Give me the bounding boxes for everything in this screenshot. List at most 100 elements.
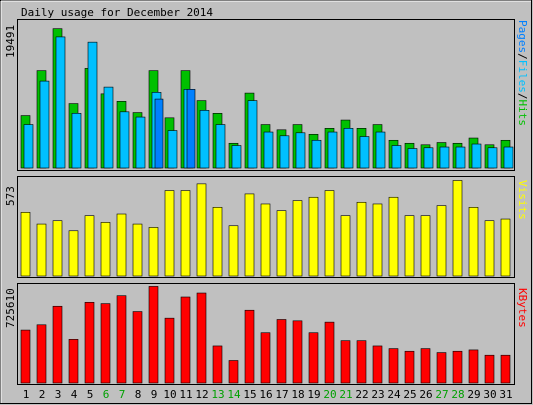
files-bar (199, 110, 210, 169)
kbytes-bar (52, 305, 63, 384)
kbytes-bar (180, 296, 191, 384)
kbytes-bar (228, 360, 239, 384)
visits-bar (308, 196, 319, 277)
kbytes-bar (340, 340, 351, 384)
kbytes-bar (260, 332, 271, 384)
kbytes-bar (36, 324, 47, 384)
kbytes-bars (20, 286, 511, 384)
day-label: 1 (23, 388, 30, 401)
visits-bar (468, 207, 479, 277)
day-label: 15 (243, 388, 256, 401)
kbytes-bar (68, 339, 79, 384)
hits-ymax-label: 19491 (4, 25, 17, 58)
files-bar (39, 80, 50, 169)
day-label: 12 (195, 388, 208, 401)
visits-bar (436, 205, 447, 277)
day-label: 28 (451, 388, 464, 401)
kbytes-bar (404, 350, 415, 384)
files-legend-label: Files (516, 60, 529, 93)
kbytes-bar (276, 319, 287, 384)
day-axis-labels: 1 2 3 4 5 6 7 8 9 10 11 12 13 14 15 16 17 18 19 20 21 22 23 24 2… (23, 388, 513, 401)
visits-bar (452, 180, 463, 277)
files-bar (215, 124, 226, 169)
files-bar (487, 147, 498, 169)
pages-bar (154, 98, 164, 169)
kbytes-bar (356, 340, 367, 384)
files-bar (359, 136, 370, 169)
hits-legend-label: Hits (516, 100, 529, 127)
kbytes-bar (308, 332, 319, 384)
visits-bar (36, 223, 47, 277)
visits-bar (404, 215, 415, 277)
day-label: 31 (499, 388, 512, 401)
visits-bar (260, 203, 271, 277)
kbytes-bar (436, 352, 447, 384)
files-bar (423, 147, 434, 169)
files-bar (503, 146, 514, 169)
kbytes-bar (148, 286, 159, 384)
visits-bar (148, 227, 159, 277)
visits-bar (276, 210, 287, 277)
visits-bar (68, 230, 79, 277)
visits-bar (20, 212, 31, 277)
files-bar (23, 124, 34, 169)
day-label: 18 (291, 388, 304, 401)
hits-series-label: Pages/Files/Hits (516, 20, 529, 126)
day-label: 4 (71, 388, 78, 401)
kbytes-bar (20, 329, 31, 384)
files-bar (295, 132, 306, 169)
day-label: 25 (403, 388, 416, 401)
visits-ymax-label: 573 (4, 186, 17, 206)
day-label: 11 (179, 388, 192, 401)
kbytes-bar (244, 309, 255, 384)
legend-separator: / (516, 93, 529, 100)
day-label: 26 (419, 388, 432, 401)
files-bar (87, 41, 98, 169)
kbytes-bar (452, 350, 463, 384)
kbytes-bar (84, 301, 95, 384)
day-label: 2 (39, 388, 46, 401)
day-label: 24 (387, 388, 401, 401)
day-label: 20 (323, 388, 336, 401)
visits-series-label: Visits (516, 180, 529, 220)
visits-bar (212, 207, 223, 277)
day-label: 22 (355, 388, 368, 401)
files-bar (263, 131, 274, 169)
pages-legend-label: Pages (516, 20, 529, 53)
visits-bar (100, 222, 111, 277)
visits-bar (116, 213, 127, 277)
files-bar (103, 86, 114, 169)
kbytes-bar (324, 321, 335, 384)
day-label: 13 (211, 388, 224, 401)
files-bar (327, 131, 338, 169)
day-label: 8 (135, 388, 142, 401)
kbytes-series-label: KBytes (516, 288, 529, 328)
day-label: 9 (151, 388, 158, 401)
visits-bar (244, 193, 255, 277)
kbytes-bar (164, 317, 175, 384)
files-bar (231, 145, 242, 169)
files-bar (135, 116, 146, 169)
kbytes-bar (132, 311, 143, 384)
kbytes-bar (372, 345, 383, 384)
files-bar (455, 146, 466, 169)
kbytes-bar (388, 348, 399, 384)
files-bar (311, 139, 322, 169)
kbytes-bar (116, 295, 127, 384)
visits-bars (20, 180, 511, 277)
visits-bar (52, 220, 63, 277)
visits-bar (500, 218, 511, 277)
visits-bar (196, 183, 207, 277)
visits-bar (356, 201, 367, 277)
kbytes-ymax-label: 725610 (4, 288, 17, 328)
visits-bar (84, 215, 95, 277)
day-label: 19 (307, 388, 320, 401)
kbytes-bar (196, 292, 207, 384)
files-bar (279, 135, 290, 169)
day-label: 29 (467, 388, 480, 401)
files-bar (55, 36, 66, 169)
day-label: 27 (435, 388, 448, 401)
visits-bar (388, 196, 399, 277)
legend-separator: / (516, 53, 529, 60)
